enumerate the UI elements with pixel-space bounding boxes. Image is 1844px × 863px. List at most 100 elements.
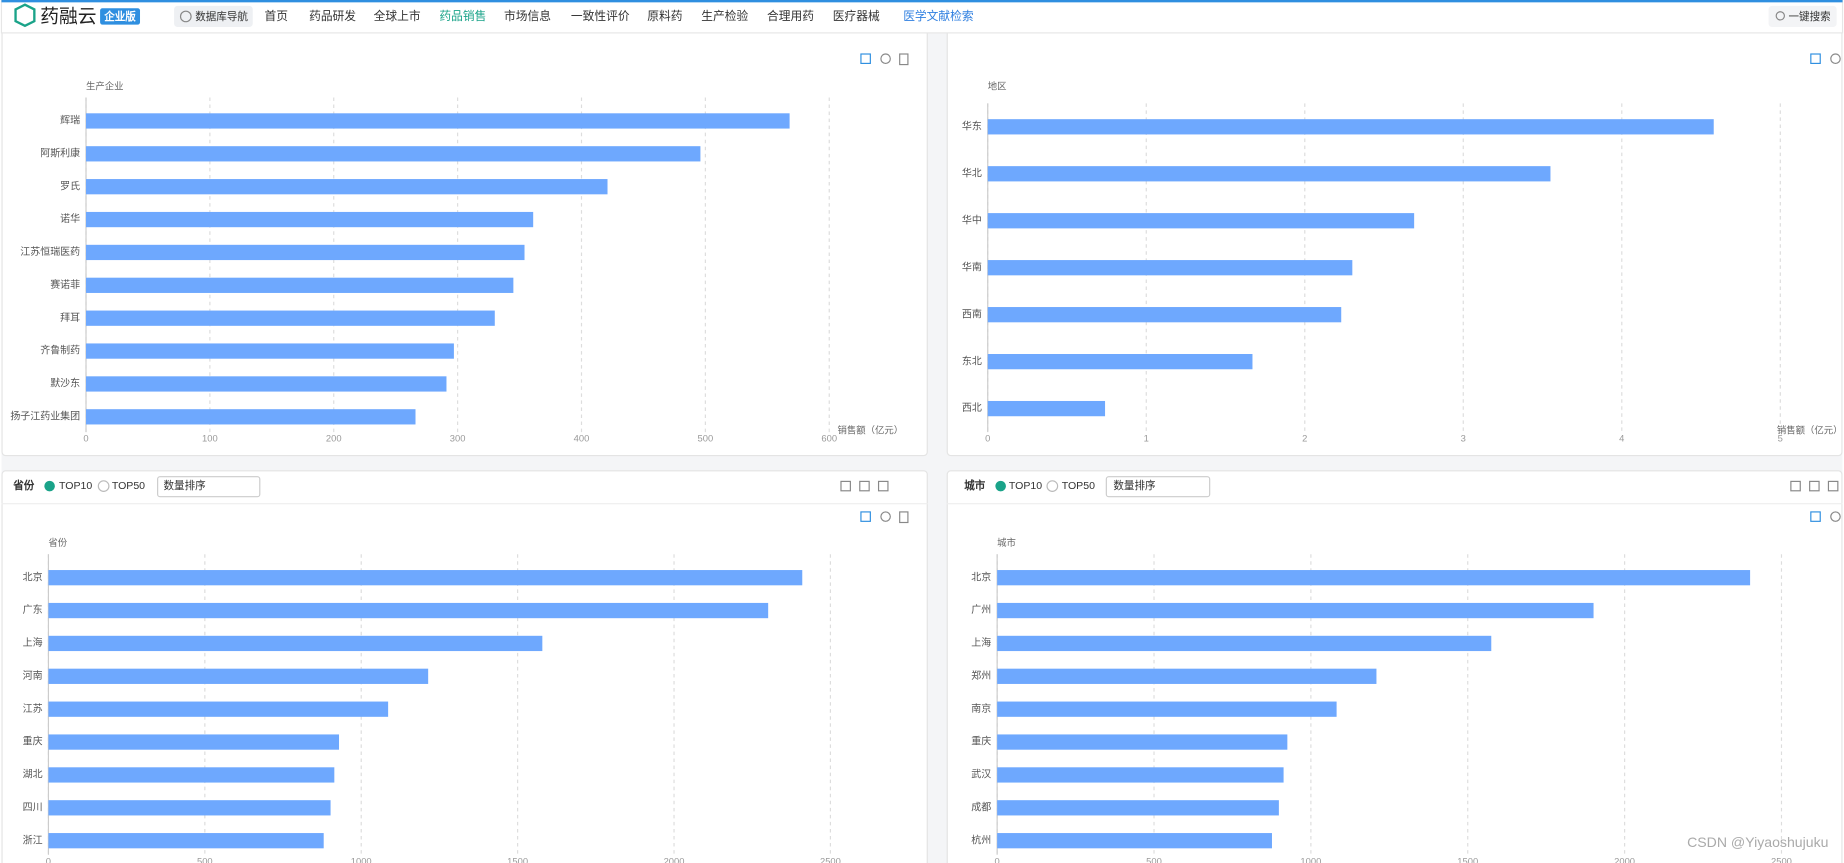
bar [48,734,340,750]
chart-icon[interactable] [1810,53,1821,64]
tool-icon[interactable] [877,480,889,492]
radio[interactable] [995,480,1006,492]
bar [86,146,701,162]
radio[interactable] [44,480,55,492]
x-tick-label: 300 [450,433,466,444]
bar [86,277,514,293]
chart-icon[interactable] [1810,511,1821,522]
radio-label[interactable]: TOP50 [112,480,145,492]
x-tick-label: 0 [995,855,1000,863]
db-nav-btn[interactable] [174,5,253,28]
select[interactable] [1105,476,1211,498]
bar [987,400,1106,417]
table-icon[interactable] [899,53,909,66]
bar [86,343,454,359]
tool-icon[interactable] [1827,480,1839,492]
tool-icon[interactable] [1809,480,1820,492]
y-tick-label: 阿斯利康 [40,146,80,159]
menu-item[interactable]: 药品销售 [439,9,486,23]
y-tick-label: 齐鲁制药 [40,344,80,357]
bar [987,119,1714,135]
logo[interactable]: 药融云 [40,6,96,27]
x-tick-label: 1000 [1300,855,1321,863]
bar [997,635,1492,652]
pie-icon[interactable] [1830,53,1841,64]
bar [48,602,769,619]
menu-item[interactable]: 首页 [264,9,287,23]
select-value[interactable]: 数量排序 [163,479,206,492]
menu-item[interactable]: 生产检验 [701,9,748,23]
table-icon[interactable] [899,511,909,524]
bar [48,635,543,652]
y-tick-label: 四川 [23,802,43,813]
bar [48,570,803,586]
db-nav[interactable]: 数据库导航 [195,10,248,23]
x-tick-label: 2000 [664,855,685,863]
bar [997,767,1284,783]
y-tick-label: 杭州 [971,833,991,846]
bar [86,113,790,129]
watermark: CSDN @Yiyaoshujuku [1687,834,1828,850]
y-tick-label: 华北 [962,166,982,179]
bar [997,570,1751,586]
y-tick-label: 江苏 [23,702,43,715]
bar [86,211,534,228]
pie-icon[interactable] [880,511,891,522]
bar [48,701,389,717]
radio-label[interactable]: TOP10 [59,480,92,492]
y-tick-label: 武汉 [971,768,991,781]
chart-icon[interactable] [860,53,871,64]
x-tick-label: 500 [1146,855,1162,863]
search[interactable]: 一键搜索 [1789,10,1831,23]
menu-item[interactable]: 全球上市 [374,9,421,23]
x-tick-label: 5 [1778,433,1783,444]
bar [987,260,1353,276]
radio-label[interactable]: TOP10 [1009,480,1042,492]
badge [100,8,141,25]
x-tick-label: 2000 [1614,855,1635,863]
y-tick-label: 北京 [971,570,991,583]
y-tick-label: 河南 [23,669,43,682]
menu-item[interactable]: 医学文献检索 [903,9,973,23]
radio[interactable] [97,480,110,492]
x-tick-label: 0 [46,855,51,863]
tool-icon[interactable] [840,480,851,492]
y-tick-label: 西南 [962,307,982,320]
y-tick-label: 赛诺菲 [50,278,80,291]
x-tick-label: 200 [326,433,342,444]
y-tick-label: 上海 [971,636,991,649]
x-tick-label: 500 [197,855,213,863]
select[interactable] [157,476,261,498]
edition: 企业版 [103,10,136,23]
pie-icon[interactable] [880,53,891,64]
bar [48,833,324,849]
radio[interactable] [1046,480,1059,492]
y-tick-label: 扬子江药业集团 [10,409,80,422]
menu-item[interactable]: 原料药 [647,9,682,23]
x-tick-label: 500 [698,433,714,444]
y-tick-label: 湖北 [23,769,43,781]
bar [997,833,1272,849]
panel-title: 城市 [964,479,986,492]
menu-item[interactable]: 药品研发 [309,9,356,23]
menu-item[interactable]: 医疗器械 [833,9,880,23]
y-tick-label: 华南 [962,260,982,273]
bar [987,166,1551,182]
panel-title: 省份 [12,479,35,492]
y-tick-label: 华中 [962,213,982,226]
search-box[interactable] [1768,5,1837,28]
menu-item[interactable]: 市场信息 [504,9,551,23]
panel [946,470,1843,863]
menu-item[interactable]: 合理用药 [767,9,814,23]
menu-item[interactable]: 一致性评价 [571,9,630,23]
select-value[interactable]: 数量排序 [1113,479,1156,492]
radio-label[interactable]: TOP50 [1062,480,1095,492]
chart-icon[interactable] [860,511,871,522]
tool-icon[interactable] [859,480,870,492]
tool-icon[interactable] [1790,480,1801,492]
y-tick-label: 东北 [962,354,982,367]
y-tick-label: 上海 [23,636,43,649]
pie-icon[interactable] [1830,511,1841,522]
y-tick-label: 拜耳 [60,312,80,324]
